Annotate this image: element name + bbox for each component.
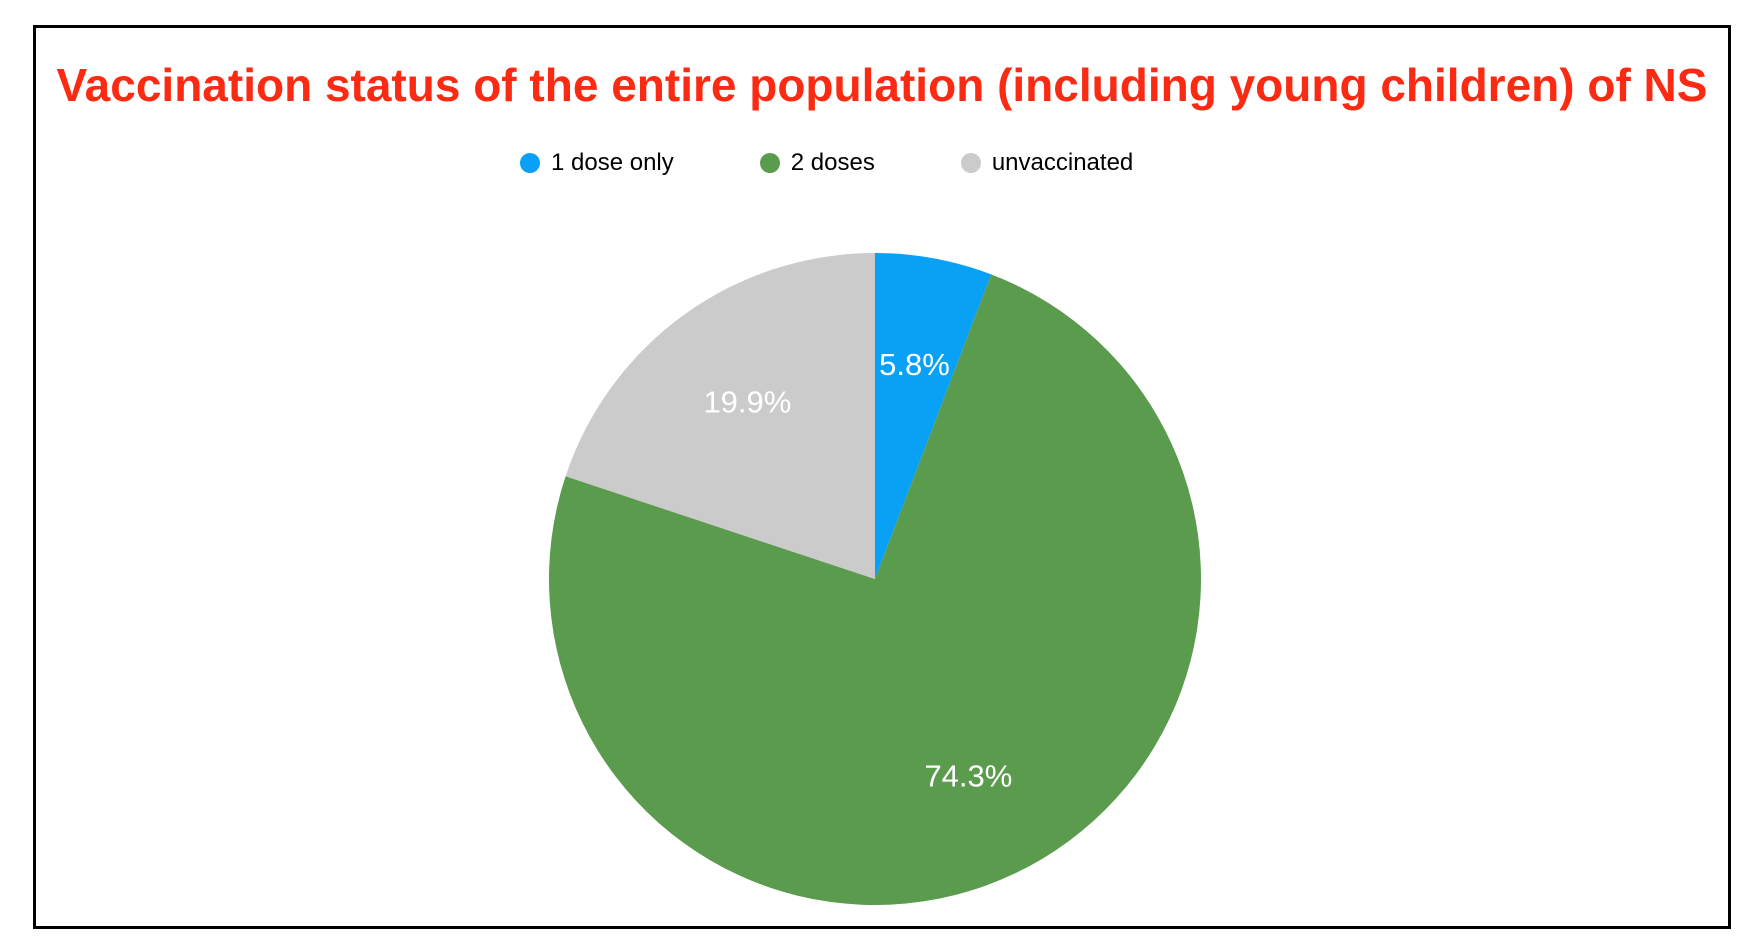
legend-item-2-doses: 2 doses bbox=[759, 149, 875, 177]
legend-label: 2 doses bbox=[790, 149, 875, 176]
pie-chart: 5.8% 74.3% 19.9% bbox=[545, 249, 1205, 909]
legend-swatch-unvaccinated bbox=[960, 153, 981, 173]
legend-swatch-1-dose-only bbox=[520, 153, 540, 173]
legend-swatch-2-doses bbox=[759, 153, 780, 173]
legend-label: 1 dose only bbox=[551, 149, 674, 176]
chart-legend: 1 dose only 2 doses unvaccinated bbox=[520, 148, 1133, 178]
chart-title: Vaccination status of the entire populat… bbox=[56, 59, 1708, 111]
pie-slice-1-dose-only bbox=[875, 253, 992, 579]
pie-slice-value-label: 74.3% bbox=[924, 759, 1012, 794]
pie-slice-value-label: 19.9% bbox=[703, 385, 791, 420]
chart-frame: Vaccination status of the entire populat… bbox=[33, 25, 1731, 929]
legend-item-1-dose-only: 1 dose only bbox=[520, 149, 674, 177]
pie-slice-unvaccinated bbox=[565, 253, 875, 579]
legend-item-unvaccinated: unvaccinated bbox=[960, 149, 1134, 177]
pie-slice-value-label: 5.8% bbox=[879, 347, 950, 382]
pie-svg: 5.8% 74.3% 19.9% bbox=[548, 253, 1201, 905]
legend-label: unvaccinated bbox=[991, 149, 1134, 176]
pie-slice-2-doses bbox=[548, 274, 1201, 905]
